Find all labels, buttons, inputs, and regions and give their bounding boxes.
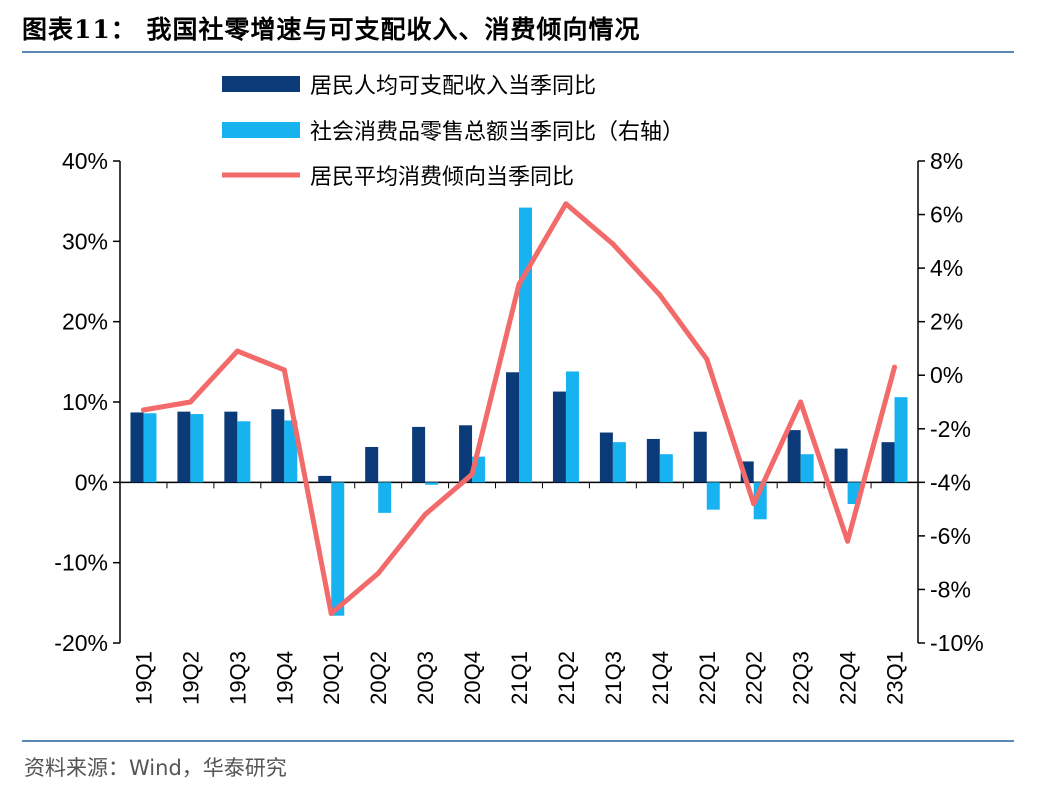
- propensity-point: [751, 501, 757, 507]
- category-label: 20Q1: [319, 651, 344, 705]
- right-tick-label: -8%: [930, 576, 971, 602]
- right-tick-label: 8%: [930, 148, 963, 174]
- bar-series: [130, 207, 908, 616]
- income-bar: [552, 391, 566, 483]
- propensity-point: [328, 611, 334, 617]
- propensity-point: [845, 538, 851, 544]
- category-label: 19Q1: [131, 651, 156, 705]
- chart-title: 图表11： 我国社零增速与可支配收入、消费倾向情况: [22, 15, 641, 44]
- retail-bar: [190, 414, 204, 483]
- retail-bar: [612, 442, 626, 483]
- legend-label-income: 居民人均可支配收入当季同比: [310, 74, 596, 99]
- retail-bar: [143, 413, 157, 483]
- income-bar: [318, 475, 332, 483]
- category-label: 22Q4: [836, 651, 861, 705]
- right-tick-label: -10%: [930, 630, 984, 656]
- category-label: 22Q2: [742, 651, 767, 705]
- left-tick-label: 0%: [75, 469, 108, 495]
- retail-bar: [237, 421, 251, 483]
- retail-bar: [378, 482, 392, 513]
- legend-swatch-retail: [222, 122, 300, 138]
- category-label: 22Q3: [789, 651, 814, 705]
- title-divider: [22, 51, 1014, 53]
- right-tick-label: -2%: [930, 416, 971, 442]
- propensity-point: [798, 399, 804, 405]
- retail-bar: [706, 482, 720, 510]
- retail-bar: [331, 482, 345, 616]
- legend: 居民人均可支配收入当季同比 社会消费品零售总额当季同比（右轴） 居民平均消费倾向…: [222, 74, 684, 190]
- propensity-point: [563, 201, 569, 207]
- income-bar: [224, 411, 238, 483]
- left-tick-label: -10%: [54, 550, 108, 576]
- retail-bar: [284, 420, 298, 483]
- propensity-point: [892, 364, 898, 370]
- left-tick-label: 10%: [62, 389, 108, 415]
- legend-swatch-income: [222, 76, 300, 92]
- left-tick-label: 20%: [62, 309, 108, 335]
- income-bar: [271, 409, 285, 483]
- category-label: 20Q4: [460, 651, 485, 705]
- retail-bar: [800, 454, 814, 483]
- income-bar: [881, 442, 895, 483]
- propensity-point: [516, 281, 522, 287]
- income-bar: [412, 426, 426, 483]
- income-bar: [130, 412, 144, 483]
- retail-bar: [425, 482, 439, 485]
- legend-label-propensity: 居民平均消费倾向当季同比: [310, 165, 574, 190]
- category-label: 19Q3: [225, 651, 250, 705]
- propensity-point: [704, 356, 710, 362]
- income-bar: [834, 448, 848, 483]
- income-bar: [506, 372, 519, 483]
- propensity-point: [657, 292, 663, 298]
- left-tick-label: -20%: [54, 630, 108, 656]
- category-labels: 19Q1 19Q2 19Q3 19Q4 20Q1 20Q2 20Q3 20Q4 21Q1 21Q2…: [131, 651, 907, 705]
- right-tick-label: -6%: [930, 523, 971, 549]
- legend-label-retail: 社会消费品零售总额当季同比（右轴）: [310, 120, 684, 145]
- chart-area: 居民人均可支配收入当季同比 社会消费品零售总额当季同比（右轴） 居民平均消费倾向…: [54, 74, 983, 705]
- category-label: 22Q1: [695, 651, 720, 705]
- retail-bar: [894, 397, 908, 483]
- left-tick-label: 40%: [62, 148, 108, 174]
- income-bar: [646, 438, 660, 483]
- category-label: 21Q3: [601, 651, 626, 705]
- right-tick-label: 4%: [930, 255, 963, 281]
- left-tick-label: 30%: [62, 228, 108, 254]
- income-bar: [693, 431, 707, 483]
- propensity-point: [187, 399, 193, 405]
- income-bar: [365, 446, 379, 483]
- retail-bar: [659, 454, 673, 483]
- right-tick-label: -4%: [930, 469, 971, 495]
- retail-bar: [565, 371, 579, 483]
- propensity-point: [422, 511, 428, 517]
- source-note: 资料来源：Wind，华泰研究: [24, 756, 287, 780]
- propensity-point: [140, 407, 146, 413]
- axes: 40% 30% 20% 10% 0% -10% -20% 8% 6% 4% 2% 0% -2% -4% -6…: [54, 148, 983, 656]
- propensity-point: [469, 471, 475, 477]
- income-bar: [459, 425, 473, 483]
- income-bar: [599, 432, 613, 483]
- line-series: [140, 201, 898, 617]
- right-tick-label: 2%: [930, 309, 963, 335]
- retail-bar: [519, 207, 532, 483]
- propensity-point: [281, 367, 287, 373]
- footer-divider: [22, 740, 1014, 742]
- category-label: 20Q2: [366, 651, 391, 705]
- category-label: 21Q1: [507, 651, 532, 705]
- propensity-point: [610, 241, 616, 247]
- propensity-point: [375, 570, 381, 576]
- category-label: 21Q4: [648, 651, 673, 705]
- category-label: 19Q4: [272, 651, 297, 705]
- category-label: 23Q1: [883, 651, 908, 705]
- propensity-point: [234, 348, 240, 354]
- income-bar: [787, 430, 801, 483]
- right-tick-label: 6%: [930, 202, 963, 228]
- right-tick-label: 0%: [930, 362, 963, 388]
- category-label: 20Q3: [413, 651, 438, 705]
- category-label: 19Q2: [178, 651, 203, 705]
- category-label: 21Q2: [554, 651, 579, 705]
- income-bar: [177, 411, 191, 483]
